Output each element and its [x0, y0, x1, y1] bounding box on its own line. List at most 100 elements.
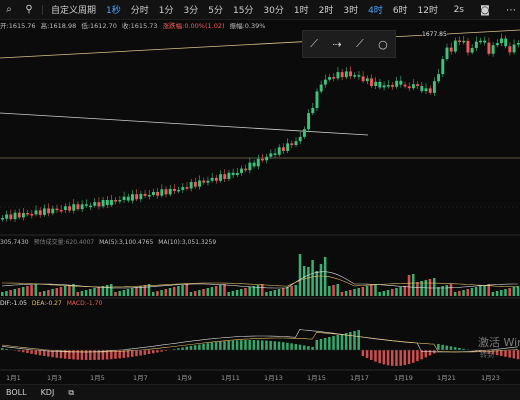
volume-bar: [42, 291, 46, 296]
candle-body: [110, 200, 113, 206]
macd-bar: [378, 350, 381, 364]
macd-bar: [294, 344, 298, 350]
volume-bar: [231, 291, 235, 296]
volume-bar: [344, 291, 348, 296]
macd-bar: [252, 340, 256, 350]
volume-bar: [370, 285, 373, 296]
line-tool-icon[interactable]: ⟋: [310, 37, 318, 50]
macd-bar: [59, 350, 63, 359]
search-icon[interactable]: ⌕: [6, 4, 12, 15]
macd-bar: [399, 350, 402, 366]
candle-body: [214, 177, 218, 181]
period-5m[interactable]: 5分: [208, 6, 223, 16]
candle-body: [281, 147, 285, 151]
candle-body: [34, 210, 38, 215]
candle-body: [151, 191, 155, 195]
volume-bar: [512, 287, 516, 296]
candle-body: [349, 71, 352, 77]
macd-bar: [223, 341, 226, 350]
macd-bar: [160, 350, 163, 352]
volume-bar: [139, 286, 142, 296]
volume-bar: [483, 285, 486, 296]
candle-body: [361, 76, 365, 82]
period-4h[interactable]: 4时: [368, 6, 383, 16]
volume-bar: [172, 287, 176, 296]
volume-bar: [403, 286, 407, 296]
period-1s[interactable]: 1秒: [106, 6, 121, 16]
circle-tool-icon[interactable]: ○: [378, 37, 388, 51]
period-6h[interactable]: 6时: [392, 6, 408, 16]
period-1m[interactable]: 1分: [158, 6, 174, 16]
volume-bar: [328, 286, 331, 296]
ray-tool-icon[interactable]: ⇢: [332, 37, 342, 51]
macd-bar: [72, 350, 75, 360]
volume-bar: [47, 290, 50, 296]
volume-bar: [437, 287, 440, 296]
macd-bar: [462, 348, 465, 350]
candle-body: [131, 194, 134, 201]
indicator-boll[interactable]: BOLL: [6, 388, 27, 397]
macd-bar: [307, 346, 310, 350]
volume-bar: [315, 271, 319, 296]
ohlc-close: 收:1615.73: [121, 22, 158, 30]
volume-bar: [252, 286, 256, 296]
ohlc-amplitude: 振幅:0.39%: [229, 22, 266, 30]
candle-body: [344, 71, 348, 78]
macd-bar: [185, 346, 189, 350]
macd-bar: [491, 350, 495, 355]
period-15m[interactable]: 15分: [232, 6, 254, 16]
candle-body: [126, 196, 130, 201]
period-custom[interactable]: 自定义周期: [51, 6, 97, 16]
volume-ma5: MA(5):3,100.4765: [99, 239, 154, 246]
refresh-interval[interactable]: 2s: [453, 5, 464, 15]
volume-bar: [151, 292, 155, 296]
macd-bar: [68, 350, 71, 360]
macd-bar: [219, 341, 222, 350]
indicator-kdj[interactable]: KDJ: [40, 388, 55, 397]
pin-icon[interactable]: ⚲: [25, 4, 33, 15]
candle-body: [223, 174, 227, 179]
period-12h[interactable]: 12时: [417, 6, 438, 16]
candle-body: [30, 213, 34, 216]
volume-bar: [307, 267, 310, 296]
volume-bar: [474, 287, 478, 296]
camera-icon[interactable]: ◙: [480, 4, 490, 16]
macd-bar: [202, 343, 205, 350]
volume-bar: [487, 284, 490, 296]
macd-bar: [177, 348, 180, 350]
macd-bar: [420, 350, 423, 360]
candle-body: [17, 212, 21, 218]
macd-bar: [500, 350, 503, 356]
candle-body: [147, 194, 151, 197]
volume-bar: [55, 288, 59, 296]
candle-body: [118, 200, 122, 202]
macd-bar: [89, 350, 92, 360]
macd-bar: [391, 350, 394, 366]
macd-bar: [147, 350, 151, 355]
period-timeshare[interactable]: 分时: [130, 6, 149, 16]
x-axis: 1月1 1月3 1月5 1月7 1月9 1月11 1月13 1月15 1月17 …: [0, 372, 520, 382]
more-icon[interactable]: ⋯: [506, 4, 516, 16]
volume-estimate: 预估成交量:620.4007: [33, 239, 95, 246]
volume-bar: [357, 288, 360, 296]
macd-bar: [315, 340, 319, 350]
candle-body: [290, 143, 294, 146]
macd-bar: [453, 347, 457, 350]
candle-body: [428, 88, 432, 93]
candle-body: [198, 180, 202, 187]
edit-indicator-icon[interactable]: ⧉: [68, 387, 75, 397]
period-30m[interactable]: 30分: [263, 6, 284, 16]
candle-body: [445, 47, 449, 60]
candle-body: [286, 143, 290, 151]
candle-body: [495, 43, 499, 46]
macd-bar: [495, 350, 499, 356]
candle-body: [47, 208, 51, 214]
macd-bar: [101, 350, 105, 360]
period-3h[interactable]: 3时: [343, 6, 359, 16]
period-1h[interactable]: 1时: [293, 6, 309, 16]
period-2h[interactable]: 2时: [318, 6, 334, 16]
period-3m[interactable]: 3分: [183, 6, 199, 16]
macd-bar: [114, 350, 117, 359]
segment-tool-icon[interactable]: ⟋: [356, 37, 364, 50]
